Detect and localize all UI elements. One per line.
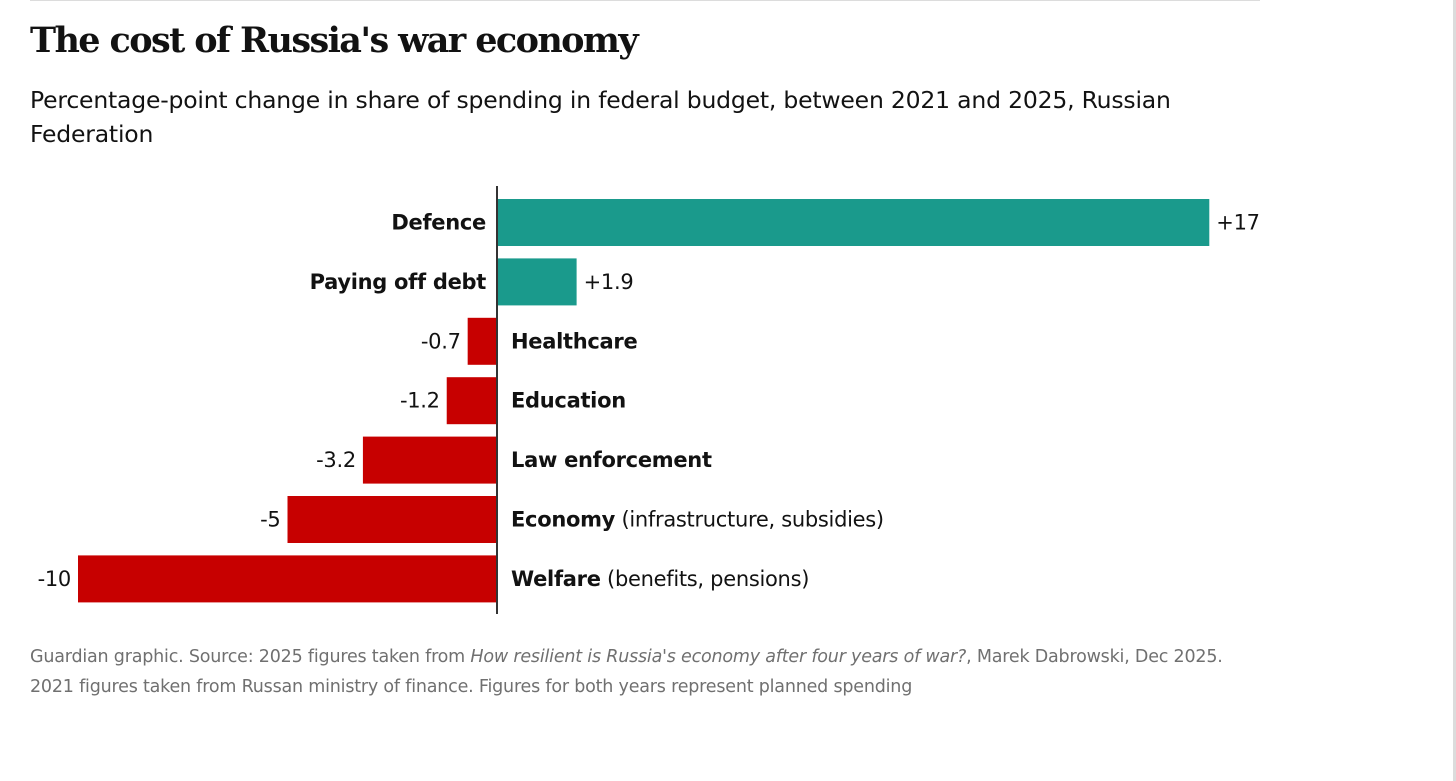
bar-economy	[287, 496, 497, 543]
bar-education	[446, 377, 497, 425]
bar-law-enforcement	[362, 436, 497, 484]
category-name: Healthcare	[511, 329, 637, 353]
bar-paying-off-debt	[497, 258, 577, 306]
bar-welfare	[78, 555, 497, 603]
source-article-title: How resilient is Russia's economy after …	[470, 647, 967, 667]
category-label-paying-off-debt: Paying off debt	[310, 270, 487, 294]
category-label-healthcare: Healthcare	[511, 329, 637, 353]
category-name: Education	[511, 389, 626, 413]
value-label-law-enforcement: -3.2	[316, 448, 356, 472]
value-label-welfare: -10	[38, 567, 71, 591]
category-name: Defence	[391, 211, 486, 235]
source-note: Guardian graphic. Source: 2025 figures t…	[30, 642, 1260, 702]
labels-layer: +17 Defence +1.9 Paying off debt -0.7 Healthc…	[38, 211, 1260, 591]
category-label-law-enforcement: Law enforcement	[511, 448, 712, 472]
bars-layer	[78, 199, 1210, 603]
category-note: (infrastructure, subsidies)	[615, 508, 884, 532]
chart-title: The cost of Russia's war economy	[30, 20, 639, 61]
bar-defence	[497, 199, 1210, 246]
top-rule	[30, 0, 1260, 1]
source-prefix: Guardian graphic. Source: 2025 figures t…	[30, 647, 471, 667]
right-border	[1453, 0, 1456, 781]
source-suffix: , Marek Dabrowski, Dec 2025. 2021 figure…	[30, 647, 1223, 697]
category-label-education: Education	[511, 389, 626, 413]
value-label-economy: -5	[260, 508, 280, 532]
category-name: Law enforcement	[511, 448, 712, 472]
category-name: Economy	[511, 508, 616, 532]
value-label-healthcare: -0.7	[421, 329, 461, 353]
category-name: Paying off debt	[310, 270, 487, 294]
category-label-welfare: Welfare (benefits, pensions)	[511, 567, 809, 591]
category-label-defence: Defence	[391, 211, 486, 235]
value-label-paying-off-debt: +1.9	[584, 270, 634, 294]
value-label-education: -1.2	[400, 389, 440, 413]
category-note: (benefits, pensions)	[601, 567, 809, 591]
category-name: Welfare	[511, 567, 601, 591]
chart-subtitle: Percentage-point change in share of spen…	[30, 86, 1171, 148]
category-label-economy: Economy (infrastructure, subsidies)	[511, 508, 884, 532]
bar-healthcare	[467, 317, 497, 365]
value-label-defence: +17	[1216, 211, 1259, 235]
